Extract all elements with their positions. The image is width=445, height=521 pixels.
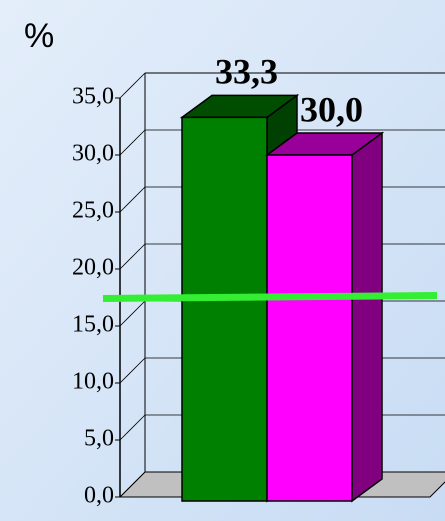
y-tick-label: 30,0 [72, 141, 114, 167]
grid-line [119, 243, 146, 270]
y-tick-label: 35,0 [72, 84, 114, 110]
y-tick-label: 25,0 [72, 198, 114, 224]
grid-line [119, 414, 146, 441]
bar [181, 116, 268, 502]
grid-line [119, 186, 146, 213]
reference-line [102, 292, 438, 302]
value-label: 33,3 [215, 52, 278, 92]
grid-line [119, 471, 146, 498]
y-tick-label: 10,0 [72, 369, 114, 395]
y-tick-label: 0,0 [84, 483, 114, 509]
bar [266, 154, 353, 502]
grid-line [119, 129, 146, 156]
bar-side [351, 131, 383, 503]
value-label: 30,0 [300, 89, 363, 129]
grid-line [119, 300, 146, 327]
grid-line [119, 72, 146, 99]
grid-line [119, 357, 146, 384]
y-tick-label: 5,0 [84, 426, 114, 452]
y-axis-label: % [24, 17, 54, 55]
y-tick-label: 20,0 [72, 255, 114, 281]
y-tick-label: 15,0 [72, 312, 114, 338]
